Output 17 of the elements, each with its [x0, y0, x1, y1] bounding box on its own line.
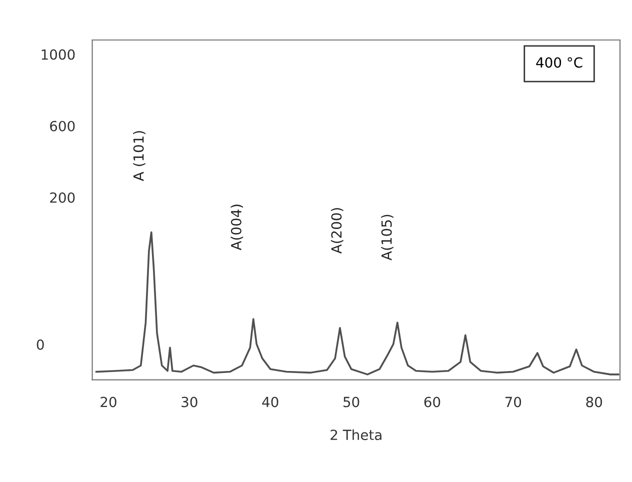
annotation: A (101) — [133, 131, 146, 182]
y-tick-label: 200 — [50, 192, 75, 203]
x-tick-label: 30 — [182, 396, 198, 408]
annotation: A(200) — [330, 208, 344, 254]
x-axis-title: 2 Theta — [330, 429, 382, 440]
x-tick-label: 70 — [505, 396, 522, 408]
x-tick-label: 60 — [424, 396, 440, 408]
text: 0 — [36, 339, 44, 350]
y-tick-label: 1000 — [42, 49, 75, 60]
x-tick-label: 40 — [262, 396, 278, 408]
x-tick-label: 20 — [100, 396, 116, 408]
x-tick-label: 80 — [586, 396, 602, 408]
y-tick-label: 600 — [50, 120, 75, 132]
annotation: A(004) — [230, 204, 244, 250]
annotation: 400 °C — [536, 57, 582, 68]
x-tick-label: 50 — [344, 396, 360, 408]
annotation: A(105) — [381, 214, 394, 260]
